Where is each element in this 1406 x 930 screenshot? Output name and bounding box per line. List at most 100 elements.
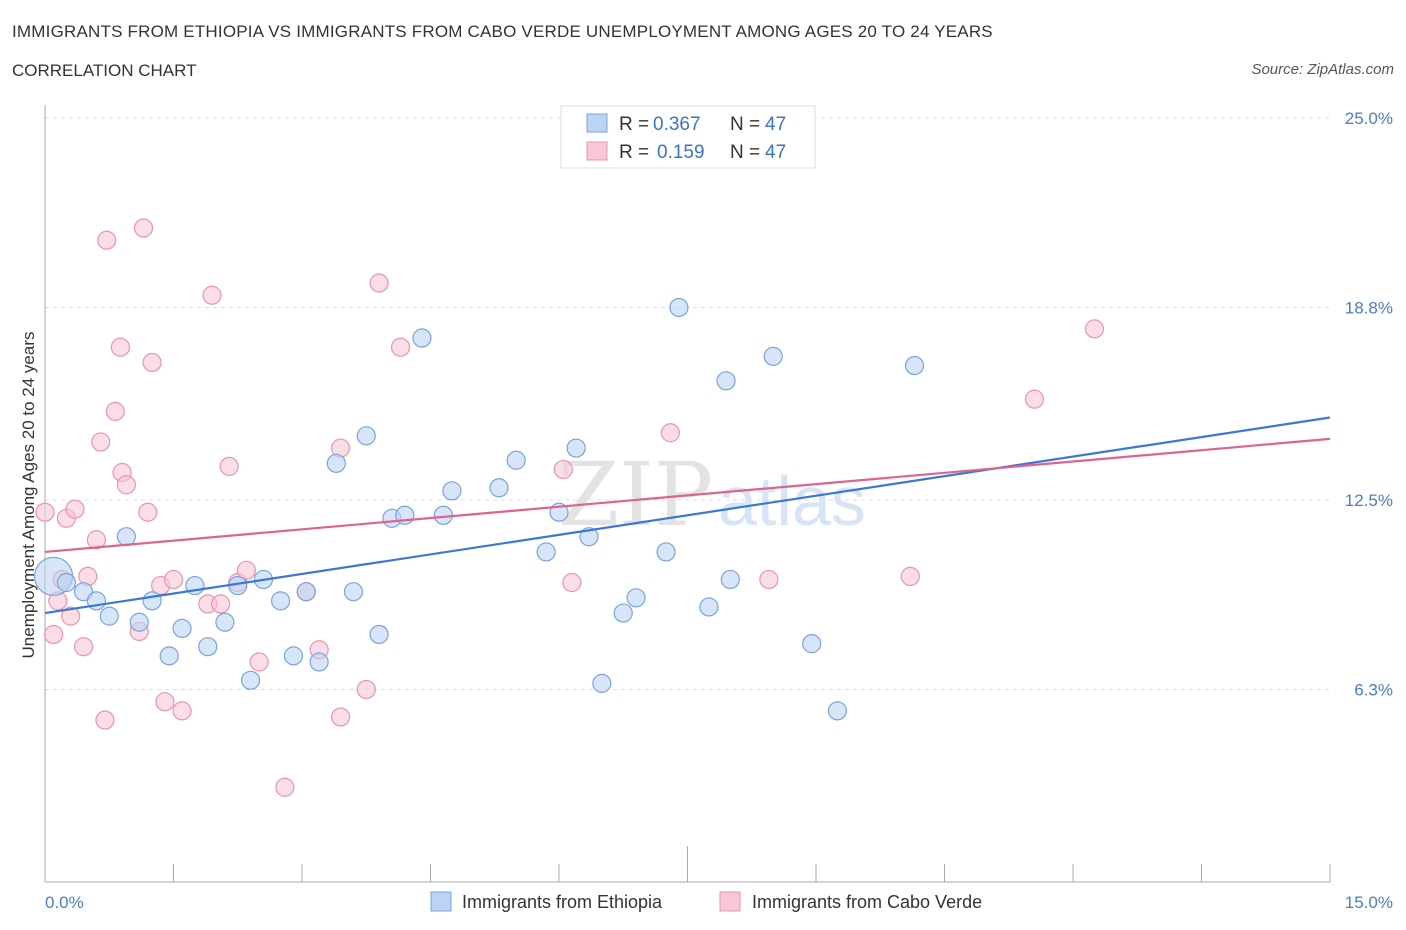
- point-caboverde: [73, 637, 94, 657]
- point-ethiopia: [142, 591, 162, 611]
- point-ethiopia: [129, 612, 149, 632]
- point-ethiopia: [489, 478, 509, 498]
- chart-subtitle: CORRELATION CHART: [12, 61, 197, 80]
- point-caboverde: [86, 530, 107, 550]
- point-caboverde: [133, 218, 154, 238]
- point-caboverde: [138, 502, 158, 522]
- point-ethiopia: [215, 612, 235, 632]
- legend-n-label: N =: [730, 142, 760, 163]
- tick-labels: 6.3% 12.5% 18.8% 25.0% 0.0% 15.0%: [45, 109, 1393, 912]
- point-caboverde: [900, 566, 920, 587]
- correlation-legend: R = 0.367 N = 47 R = 0.159 N = 47: [560, 105, 816, 169]
- point-caboverde: [330, 707, 351, 727]
- point-ethiopia: [270, 591, 291, 611]
- point-caboverde: [356, 679, 376, 700]
- trend-line-ethiopia: [44, 416, 1331, 615]
- point-ethiopia: [566, 438, 586, 458]
- point-caboverde: [97, 230, 117, 250]
- point-ethiopia: [442, 481, 462, 501]
- point-ethiopia: [99, 606, 119, 626]
- point-caboverde: [91, 432, 111, 452]
- point-caboverde: [65, 499, 85, 519]
- point-caboverde: [43, 624, 64, 645]
- point-caboverde: [275, 777, 295, 797]
- x-tick-label: 15.0%: [1345, 893, 1393, 912]
- legend-swatch-caboverde: [719, 891, 741, 912]
- point-ethiopia: [827, 701, 848, 721]
- point-caboverde: [61, 606, 81, 626]
- point-ethiopia: [356, 426, 376, 446]
- legend-r-label: R =: [619, 114, 649, 135]
- point-ethiopia: [579, 527, 599, 547]
- point-ethiopia: [613, 603, 633, 623]
- legend-n-value-caboverde: 47: [765, 142, 786, 163]
- point-caboverde: [249, 652, 269, 672]
- point-ethiopia: [669, 297, 689, 318]
- point-caboverde: [660, 423, 680, 443]
- data-points: [33, 218, 1105, 797]
- point-caboverde: [163, 569, 184, 590]
- point-ethiopia: [802, 634, 822, 654]
- point-ethiopia: [116, 527, 136, 547]
- source-label: Source: ZipAtlas.com: [1251, 61, 1394, 78]
- point-caboverde: [116, 475, 136, 495]
- legend-label-caboverde: Immigrants from Cabo Verde: [752, 892, 982, 912]
- point-caboverde: [1024, 389, 1045, 409]
- point-ethiopia: [656, 542, 676, 562]
- legend-r-label: R =: [619, 142, 649, 163]
- point-caboverde: [553, 459, 573, 480]
- point-ethiopia: [699, 597, 719, 617]
- legend-n-value-ethiopia: 47: [765, 114, 786, 135]
- y-tick-label: 12.5%: [1345, 491, 1393, 510]
- legend-swatch-caboverde: [586, 141, 608, 161]
- watermark-atlas: atlas: [718, 462, 866, 540]
- y-tick-label: 6.3%: [1354, 680, 1393, 699]
- point-ethiopia: [626, 588, 646, 608]
- point-ethiopia: [283, 646, 304, 666]
- point-ethiopia: [720, 569, 740, 590]
- point-ethiopia: [904, 355, 925, 376]
- chart-title: IMMIGRANTS FROM ETHIOPIA VS IMMIGRANTS F…: [12, 22, 993, 41]
- point-caboverde: [95, 710, 115, 730]
- y-tick-label: 18.8%: [1345, 298, 1393, 317]
- point-ethiopia: [592, 673, 612, 693]
- point-caboverde: [105, 401, 125, 421]
- legend-n-label: N =: [730, 114, 760, 135]
- grid-lines: [45, 117, 1330, 690]
- y-axis-label: Unemployment Among Ages 20 to 24 years: [19, 332, 38, 659]
- point-ethiopia: [412, 328, 432, 348]
- legend-swatch-ethiopia: [430, 891, 452, 912]
- legend-swatch-ethiopia: [586, 113, 608, 133]
- point-caboverde: [155, 692, 175, 712]
- x-tick-label: 0.0%: [45, 893, 84, 912]
- point-caboverde: [369, 273, 389, 293]
- point-caboverde: [142, 352, 162, 373]
- point-ethiopia: [198, 637, 218, 657]
- point-ethiopia: [241, 670, 261, 690]
- point-ethiopia: [506, 450, 526, 470]
- point-caboverde: [759, 569, 779, 590]
- point-caboverde: [236, 560, 256, 580]
- point-ethiopia: [536, 542, 556, 562]
- legend-r-value-ethiopia: 0.367: [653, 114, 701, 135]
- point-ethiopia: [172, 618, 192, 638]
- trend-lines: [44, 416, 1331, 615]
- axes: [44, 105, 1331, 883]
- legend-label-ethiopia: Immigrants from Ethiopia: [462, 892, 663, 912]
- point-caboverde: [562, 572, 582, 593]
- point-caboverde: [219, 456, 239, 476]
- point-ethiopia: [369, 624, 389, 645]
- y-tick-label: 25.0%: [1345, 109, 1393, 128]
- point-ethiopia: [763, 346, 783, 366]
- point-ethiopia: [343, 582, 363, 602]
- point-caboverde: [172, 701, 192, 721]
- series-legend: Immigrants from Ethiopia Immigrants from…: [430, 891, 982, 912]
- point-ethiopia: [56, 572, 77, 593]
- point-ethiopia: [159, 646, 179, 666]
- point-ethiopia: [309, 652, 329, 672]
- point-caboverde: [35, 502, 55, 522]
- trend-line-caboverde: [44, 437, 1331, 554]
- point-caboverde: [211, 594, 231, 614]
- legend-r-value-caboverde: 0.159: [657, 142, 705, 163]
